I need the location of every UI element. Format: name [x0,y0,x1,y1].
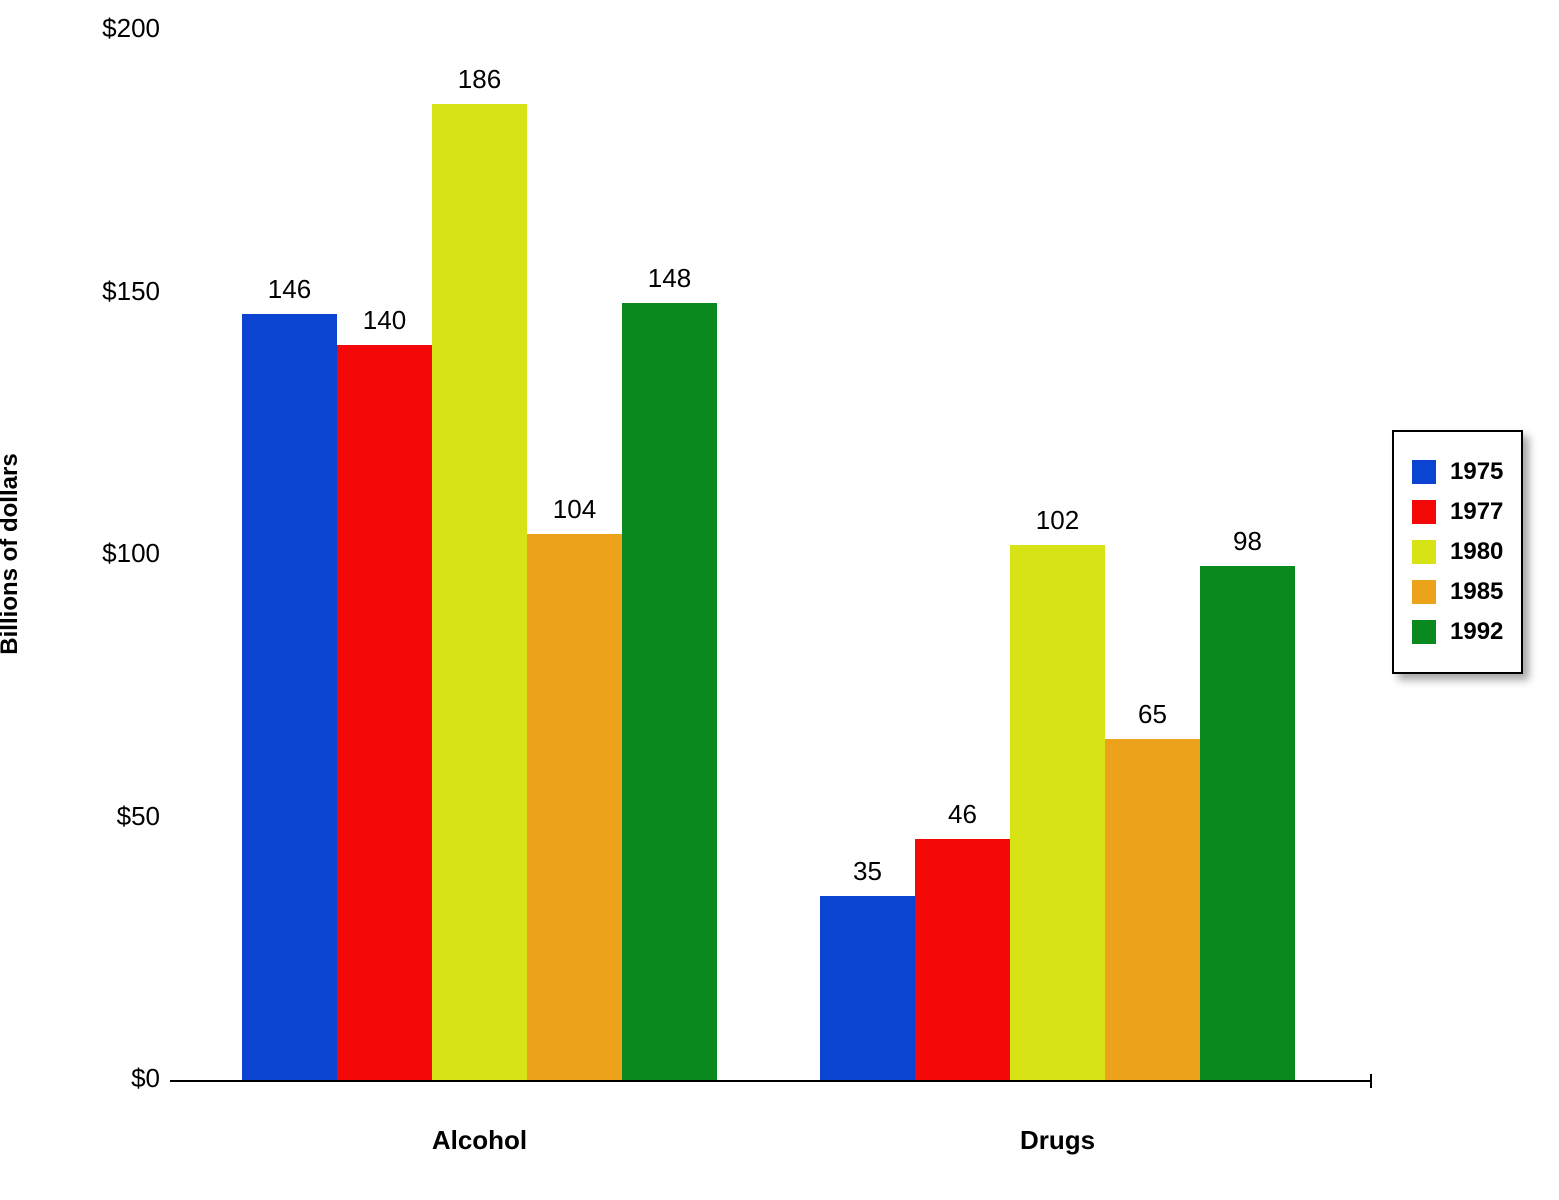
legend-swatch-icon [1412,500,1436,524]
bar-drugs-1985 [1105,739,1200,1080]
y-tick-label: $150 [70,276,160,307]
legend: 1975 1977 1980 1985 1992 [1392,430,1523,674]
y-axis-label: Billions of dollars [0,444,24,664]
bar-value-label: 102 [1010,505,1105,536]
legend-item-1977: 1977 [1412,498,1503,526]
bar-alcohol-1975 [242,314,337,1081]
bar-alcohol-1977 [337,345,432,1080]
legend-label: 1980 [1450,538,1503,566]
bar-value-label: 104 [527,494,622,525]
legend-label: 1975 [1450,458,1503,486]
legend-swatch-icon [1412,460,1436,484]
bar-drugs-1977 [915,839,1010,1081]
legend-item-1985: 1985 [1412,578,1503,606]
legend-swatch-icon [1412,540,1436,564]
chart-container: Billions of dollars 1975 1977 1980 1985 1992… [0,0,1559,1200]
y-tick-label: $0 [70,1063,160,1094]
bar-value-label: 65 [1105,699,1200,730]
legend-item-1975: 1975 [1412,458,1503,486]
bar-value-label: 148 [622,263,717,294]
legend-item-1992: 1992 [1412,618,1503,646]
legend-item-1980: 1980 [1412,538,1503,566]
bar-alcohol-1992 [622,303,717,1080]
legend-label: 1977 [1450,498,1503,526]
legend-swatch-icon [1412,580,1436,604]
bar-drugs-1980 [1010,545,1105,1081]
legend-swatch-icon [1412,620,1436,644]
bar-alcohol-1985 [527,534,622,1080]
y-tick-label: $50 [70,801,160,832]
category-label-alcohol: Alcohol [242,1125,717,1156]
x-axis-end-tick [1370,1074,1372,1088]
bar-value-label: 140 [337,305,432,336]
bar-value-label: 186 [432,64,527,95]
bar-drugs-1992 [1200,566,1295,1081]
legend-label: 1992 [1450,618,1503,646]
bar-value-label: 46 [915,799,1010,830]
bar-value-label: 35 [820,856,915,887]
y-tick-label: $100 [70,538,160,569]
bar-value-label: 98 [1200,526,1295,557]
y-tick-label: $200 [70,13,160,44]
bar-drugs-1975 [820,896,915,1080]
category-label-drugs: Drugs [820,1125,1295,1156]
bar-value-label: 146 [242,274,337,305]
legend-label: 1985 [1450,578,1503,606]
bar-alcohol-1980 [432,104,527,1081]
